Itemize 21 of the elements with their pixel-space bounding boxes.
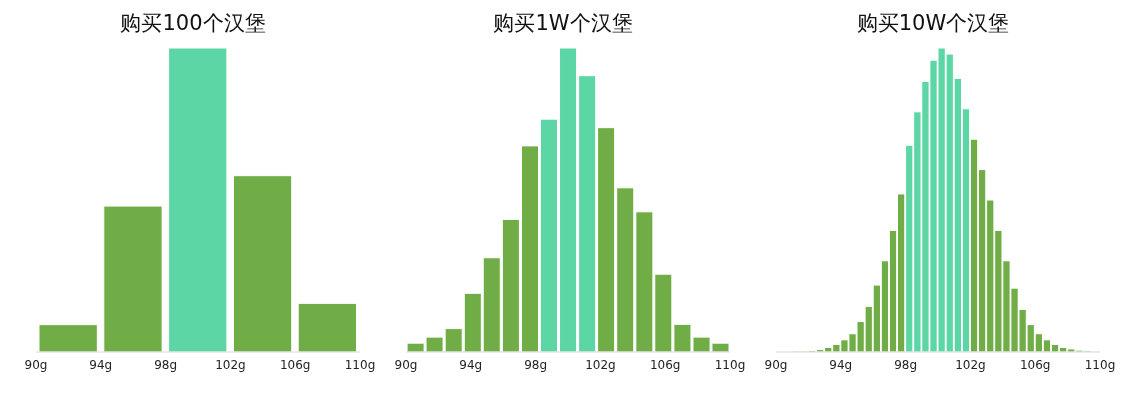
x-tick-label: 110g bbox=[1084, 357, 1116, 372]
x-tick-label: 106g bbox=[1019, 357, 1051, 372]
x-tick-label: 90g bbox=[394, 357, 418, 372]
chart-title: 购买100个汉堡 bbox=[119, 10, 267, 37]
x-tick-label: 98g bbox=[524, 357, 548, 372]
x-tick-label: 102g bbox=[955, 357, 986, 372]
x-tick-label: 98g bbox=[154, 357, 178, 372]
x-tick-label: 98g bbox=[894, 357, 918, 372]
x-tick-label: 106g bbox=[279, 357, 311, 372]
chart-title: 购买1W个汉堡 bbox=[492, 10, 634, 37]
x-tick-label: 90g bbox=[24, 357, 48, 372]
x-tick-label: 110g bbox=[344, 357, 376, 372]
x-tick-label: 94g bbox=[829, 357, 853, 372]
chart-title: 购买10W个汉堡 bbox=[855, 10, 1011, 37]
x-tick-label: 106g bbox=[649, 357, 681, 372]
x-tick-label: 102g bbox=[215, 357, 246, 372]
x-tick-label: 102g bbox=[585, 357, 616, 372]
x-tick-label: 94g bbox=[89, 357, 113, 372]
x-tick-label: 90g bbox=[764, 357, 788, 372]
x-tick-label: 110g bbox=[714, 357, 746, 372]
x-tick-label: 94g bbox=[459, 357, 483, 372]
